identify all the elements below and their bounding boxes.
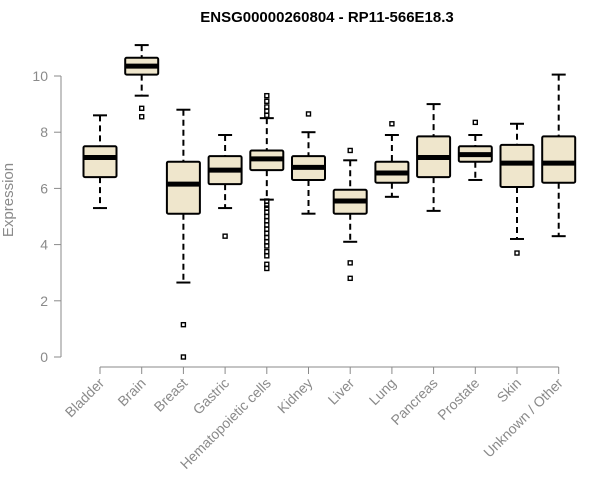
x-tick-label: Skin xyxy=(494,375,525,406)
box-prostate xyxy=(457,119,493,181)
y-tick-label: 8 xyxy=(40,124,48,140)
y-tick-label: 10 xyxy=(32,68,48,84)
outlier-point xyxy=(514,250,520,256)
x-tick-label: Bladder xyxy=(62,375,108,421)
outlier-point xyxy=(264,104,270,110)
outlier-point xyxy=(264,209,270,215)
outlier-point xyxy=(138,105,145,112)
outlier-point xyxy=(264,234,270,241)
outlier-point xyxy=(347,260,353,266)
box-breast xyxy=(165,108,201,360)
iqr-box xyxy=(165,160,201,215)
box-liver xyxy=(332,147,368,282)
x-tick-label: Liver xyxy=(325,375,358,408)
iqr-box xyxy=(541,135,577,184)
y-tick-label: 0 xyxy=(40,349,48,365)
box-gastric xyxy=(207,134,243,239)
outlier-point xyxy=(472,119,478,126)
outlier-point xyxy=(264,253,270,259)
outlier-point xyxy=(347,275,353,282)
box-bladder xyxy=(82,114,118,210)
outlier-point xyxy=(264,218,270,224)
box-unknown-other xyxy=(541,73,577,238)
outlier-point xyxy=(264,198,270,204)
chart-title: ENSG00000260804 - RP11-566E18.3 xyxy=(200,9,454,26)
outlier-point xyxy=(264,205,270,211)
outlier-point xyxy=(264,112,270,119)
x-tick-label: Kidney xyxy=(274,375,316,417)
outlier-point xyxy=(264,239,270,245)
box-skin xyxy=(499,122,535,256)
outlier-point xyxy=(264,98,270,104)
outlier-point xyxy=(264,230,270,237)
x-tick-label: Breast xyxy=(151,375,191,415)
y-tick-label: 2 xyxy=(40,293,48,309)
iqr-box xyxy=(499,143,535,188)
outlier-point xyxy=(264,243,270,249)
outlier-point xyxy=(264,222,270,228)
outlier-point xyxy=(264,202,270,208)
box-lung xyxy=(374,121,410,198)
outlier-point xyxy=(305,111,312,117)
box-kidney xyxy=(291,111,326,215)
outlier-point xyxy=(180,354,187,360)
box-brain xyxy=(124,44,160,120)
outlier-point xyxy=(264,108,270,114)
outlier-point xyxy=(264,92,270,99)
y-tick-label: 4 xyxy=(40,237,48,253)
outlier-point xyxy=(264,226,270,232)
y-axis: 0 2 4 6 8 10 xyxy=(32,68,62,365)
outlier-point xyxy=(264,265,270,272)
box-pancreas xyxy=(416,103,452,212)
x-tick-label: Prostate xyxy=(434,375,482,423)
iqr-box xyxy=(82,145,118,179)
outlier-point xyxy=(264,213,270,220)
outlier-point xyxy=(138,114,145,120)
plot-area xyxy=(82,44,577,360)
x-tick-label: Unknown / Other xyxy=(480,375,566,461)
y-axis-label: Expression xyxy=(0,163,17,237)
box-hematopoietic-cells xyxy=(249,92,285,272)
x-tick-label: Lung xyxy=(366,375,399,408)
outlier-point xyxy=(222,233,228,239)
outlier-point xyxy=(264,261,270,267)
outlier-point xyxy=(264,248,270,255)
x-tick-label: Brain xyxy=(114,375,148,409)
outlier-point xyxy=(180,321,187,328)
outlier-point xyxy=(347,147,353,154)
outlier-point xyxy=(389,121,395,127)
y-tick-label: 6 xyxy=(40,180,48,196)
